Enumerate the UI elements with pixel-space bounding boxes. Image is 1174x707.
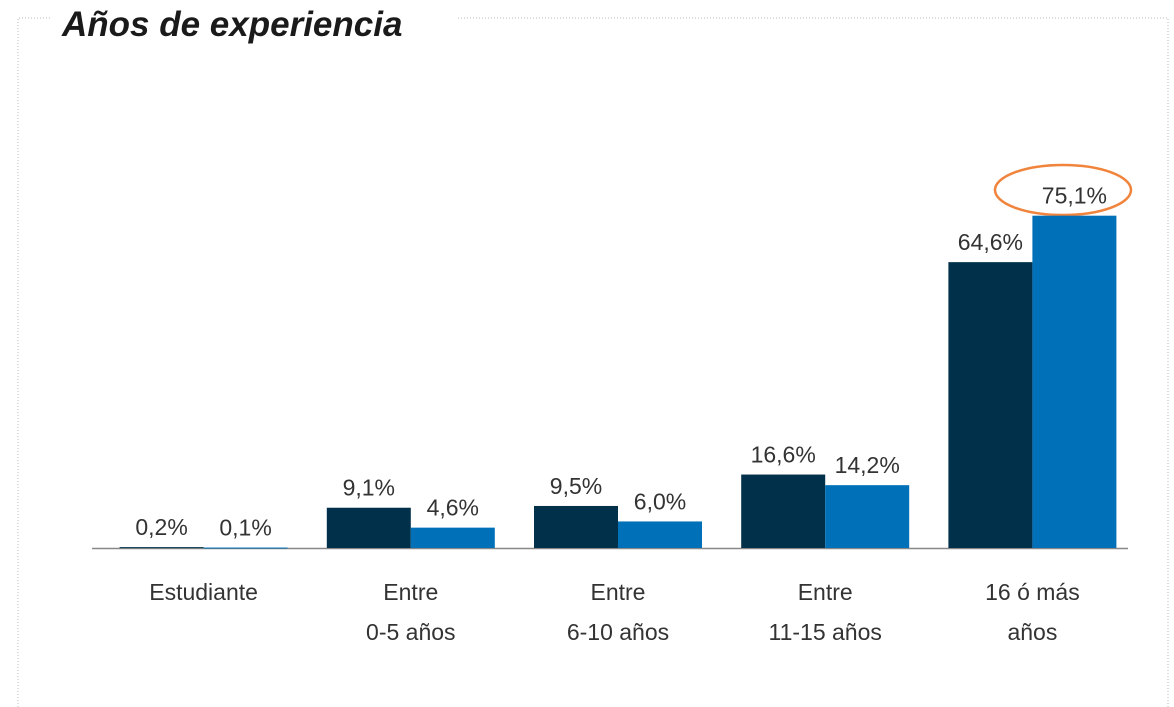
bar xyxy=(534,505,618,548)
x-tick-label: Entre 11-15 años xyxy=(769,579,882,645)
highlight-circle xyxy=(993,163,1133,217)
value-label: 6,0% xyxy=(634,488,686,514)
value-label: 16,6% xyxy=(751,442,816,468)
x-tick-label: Entre 0-5 años xyxy=(366,579,456,645)
value-label: 75,1% xyxy=(1042,183,1107,209)
bar xyxy=(825,485,910,548)
bar xyxy=(203,547,288,549)
bar xyxy=(326,507,411,548)
value-label: 14,2% xyxy=(835,452,900,478)
value-label: 9,1% xyxy=(343,475,395,501)
value-label: 9,5% xyxy=(550,473,602,499)
value-label: 0,2% xyxy=(135,514,187,540)
x-tick-label: Entre 6-10 años xyxy=(567,579,669,645)
x-tick-label: 16 ó más años xyxy=(985,579,1080,645)
value-label: 0,1% xyxy=(219,515,271,541)
chart-title: Años de experiencia xyxy=(61,5,402,44)
bar xyxy=(410,527,495,548)
bar xyxy=(948,262,1033,548)
x-tick-label: Estudiante xyxy=(149,579,258,605)
bar xyxy=(741,474,826,548)
bar xyxy=(119,547,204,549)
bar xyxy=(1032,215,1117,548)
value-label: 4,6% xyxy=(427,495,479,521)
bar xyxy=(618,521,702,548)
value-label: 64,6% xyxy=(958,229,1023,255)
